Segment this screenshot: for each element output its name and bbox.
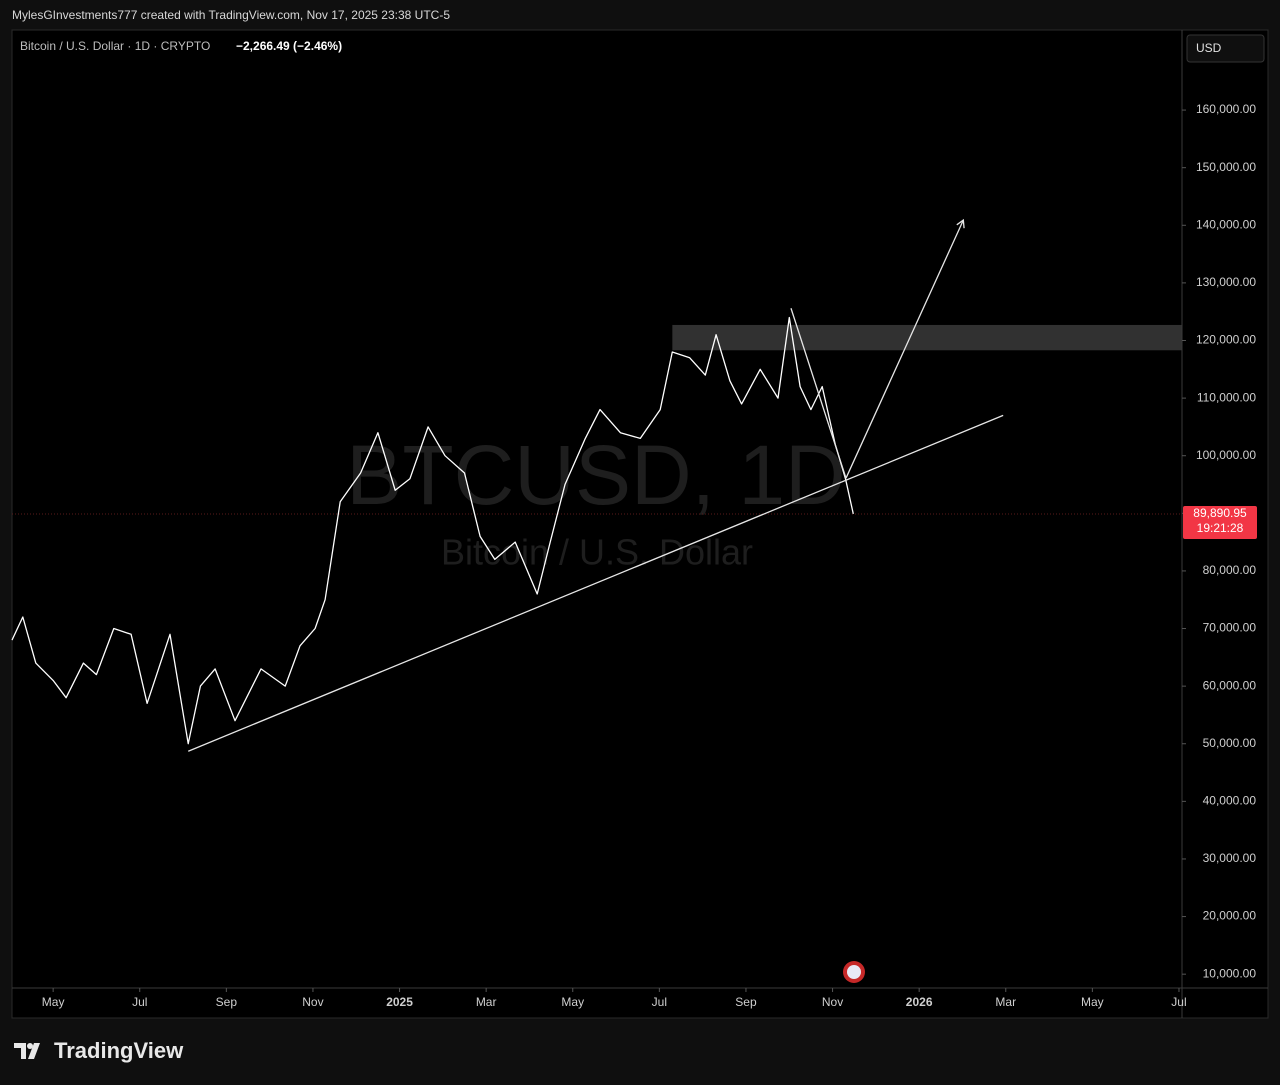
- y-tick-label: 120,000.00: [1196, 333, 1256, 347]
- x-tick-label: Nov: [822, 995, 843, 1009]
- logo-mark: [14, 1043, 40, 1059]
- resistance-zone: [672, 324, 1182, 351]
- event-icon-flag[interactable]: [847, 965, 861, 979]
- symbol-title: Bitcoin / U.S. Dollar · 1D · CRYPTO: [20, 39, 210, 53]
- footer-brand: TradingView: [54, 1038, 184, 1063]
- watermark: BTCUSD, 1D: [346, 428, 845, 522]
- y-tick-label: 140,000.00: [1196, 217, 1256, 231]
- x-tick-label: May: [561, 995, 584, 1009]
- y-tick-label: 20,000.00: [1203, 909, 1257, 923]
- footer-logo: [14, 1043, 40, 1059]
- chart-frame: [11, 29, 1269, 1019]
- x-tick-label: 2025: [386, 995, 413, 1009]
- y-tick-label: 60,000.00: [1203, 678, 1257, 692]
- price-line: [11, 316, 854, 745]
- y-tick-label: 50,000.00: [1203, 736, 1257, 750]
- x-tick-label: Sep: [216, 995, 238, 1009]
- projection-arrow: [845, 218, 965, 479]
- y-tick-label: 130,000.00: [1196, 275, 1256, 289]
- x-tick-label: May: [1081, 995, 1104, 1009]
- last-price-label: 89,890.95: [1193, 506, 1247, 520]
- x-tick-label: Jul: [652, 995, 667, 1009]
- last-price-box: [1183, 505, 1257, 539]
- event-icon[interactable]: [843, 961, 865, 983]
- x-tick-label: Mar: [476, 995, 497, 1009]
- y-tick-label: 100,000.00: [1196, 448, 1256, 462]
- x-tick-label: May: [42, 995, 65, 1009]
- y-tick-label: 70,000.00: [1203, 621, 1257, 635]
- currency-label[interactable]: USD: [1196, 41, 1222, 55]
- x-tick-label: Jul: [1171, 995, 1186, 1009]
- countdown-label: 19:21:28: [1197, 521, 1244, 535]
- y-tick-label: 10,000.00: [1203, 966, 1257, 980]
- drop-line: [790, 308, 847, 479]
- trend-line: [187, 414, 1004, 752]
- x-tick-label: Sep: [735, 995, 757, 1009]
- y-tick-label: 40,000.00: [1203, 794, 1257, 808]
- x-tick-label: Mar: [995, 995, 1016, 1009]
- logo-dot: [27, 1043, 33, 1049]
- x-tick-label: 2026: [906, 995, 933, 1009]
- y-tick-label: 80,000.00: [1203, 563, 1257, 577]
- header-text: MylesGInvestments777 created with Tradin…: [12, 8, 450, 22]
- y-tick-label: 110,000.00: [1197, 390, 1256, 404]
- x-tick-label: Nov: [302, 995, 323, 1009]
- y-tick-label: 150,000.00: [1196, 160, 1256, 174]
- price-change: −2,266.49 (−2.46%): [236, 39, 342, 53]
- y-tick-label: 160,000.00: [1196, 102, 1256, 116]
- y-tick-label: 30,000.00: [1203, 851, 1257, 865]
- currency-button[interactable]: [1186, 34, 1265, 63]
- watermark-subtitle: Bitcoin / U.S. Dollar: [441, 532, 753, 573]
- x-tick-label: Jul: [132, 995, 147, 1009]
